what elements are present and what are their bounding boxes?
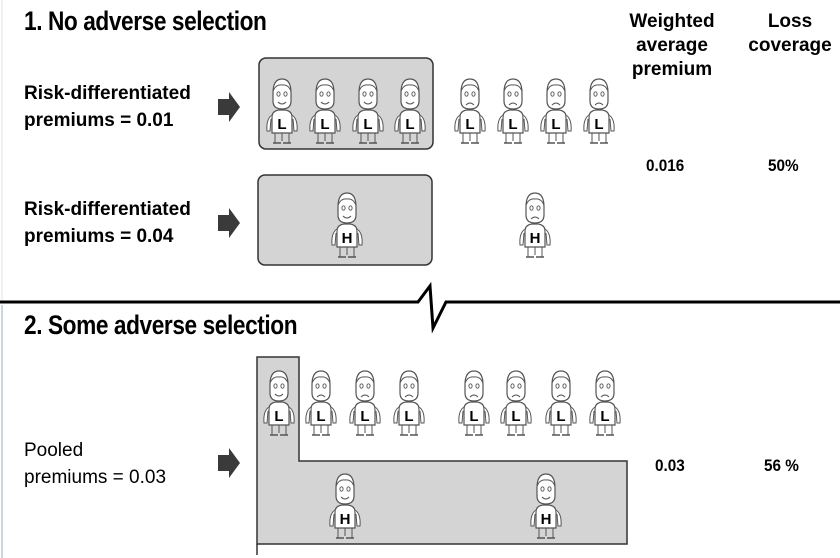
svg-text:L: L: [556, 408, 565, 425]
person-low-risk-insured-icon: L: [309, 78, 341, 144]
weighted-average-premium-value-2: 0.03: [655, 456, 685, 475]
loss-coverage-value-2: 56 %: [764, 456, 799, 475]
row-label-pooled-premium: Pooled premiums = 0.03: [24, 437, 166, 491]
section-title-some-adverse-selection: 2. Some adverse selection: [24, 310, 298, 340]
column-header-line: coverage: [748, 35, 832, 56]
insured-box-low-risk: [258, 57, 434, 150]
person-low-risk-uninsured-icon: L: [540, 78, 572, 144]
person-low-risk-uninsured-icon: L: [545, 370, 577, 436]
column-header-line: Loss: [767, 11, 813, 32]
svg-text:L: L: [469, 408, 478, 425]
person-low-risk-insured-icon: L: [263, 370, 295, 436]
person-low-risk-uninsured-icon: L: [458, 370, 490, 436]
person-low-risk-uninsured-icon: L: [349, 370, 381, 436]
loss-coverage-value-1: 50%: [768, 156, 799, 175]
svg-text:H: H: [530, 230, 541, 247]
svg-text:L: L: [465, 116, 474, 133]
row-label-low-risk-premium: Risk-differentiated premiums = 0.01: [24, 80, 191, 134]
svg-text:L: L: [594, 116, 603, 133]
person-low-risk-uninsured-icon: L: [500, 370, 532, 436]
svg-text:L: L: [508, 116, 517, 133]
row-label-line: Risk-differentiated: [24, 83, 191, 104]
row-label-line: premiums = 0.01: [24, 110, 174, 131]
row-label-line: premiums = 0.04: [24, 226, 174, 247]
column-header-line: premium: [631, 59, 713, 80]
row-label-line: Pooled: [24, 440, 84, 461]
svg-text:L: L: [363, 116, 372, 133]
row-label-line: Risk-differentiated: [24, 199, 191, 220]
person-high-risk-uninsured-icon: H: [519, 192, 551, 258]
svg-text:H: H: [340, 511, 351, 528]
svg-text:H: H: [342, 230, 353, 247]
svg-text:L: L: [316, 408, 325, 425]
section-title-no-adverse-selection: 1. No adverse selection: [24, 6, 267, 36]
svg-text:L: L: [360, 408, 369, 425]
svg-text:L: L: [405, 116, 414, 133]
person-low-risk-insured-icon: L: [394, 78, 426, 144]
svg-text:L: L: [320, 116, 329, 133]
column-header-weighted-average-premium: Weighted average premium: [620, 10, 724, 82]
person-low-risk-uninsured-icon: L: [454, 78, 486, 144]
svg-text:L: L: [600, 408, 609, 425]
section-divider: [0, 281, 840, 334]
row-label-line: premiums = 0.03: [24, 467, 167, 488]
person-high-risk-insured-icon: H: [329, 473, 361, 539]
person-low-risk-uninsured-icon: L: [393, 370, 425, 436]
person-low-risk-uninsured-icon: L: [583, 78, 615, 144]
column-header-line: Weighted: [629, 11, 715, 32]
person-high-risk-insured-icon: H: [331, 192, 363, 258]
arrow-right-icon: [218, 448, 240, 478]
svg-text:L: L: [511, 408, 520, 425]
column-header-loss-coverage: Loss coverage: [740, 10, 840, 58]
person-low-risk-uninsured-icon: L: [497, 78, 529, 144]
svg-text:L: L: [404, 408, 413, 425]
svg-text:H: H: [541, 511, 552, 528]
svg-text:L: L: [274, 408, 283, 425]
row-label-high-risk-premium: Risk-differentiated premiums = 0.04: [24, 196, 191, 250]
column-header-line: average: [636, 35, 708, 56]
person-low-risk-insured-icon: L: [352, 78, 384, 144]
person-low-risk-insured-icon: L: [266, 78, 298, 144]
arrow-right-icon: [218, 208, 240, 238]
arrow-right-icon: [218, 92, 240, 122]
svg-text:L: L: [277, 116, 286, 133]
svg-text:L: L: [551, 116, 560, 133]
person-high-risk-insured-icon: H: [530, 473, 562, 539]
weighted-average-premium-value-1: 0.016: [646, 156, 685, 175]
person-low-risk-uninsured-icon: L: [305, 370, 337, 436]
person-low-risk-uninsured-icon: L: [589, 370, 621, 436]
